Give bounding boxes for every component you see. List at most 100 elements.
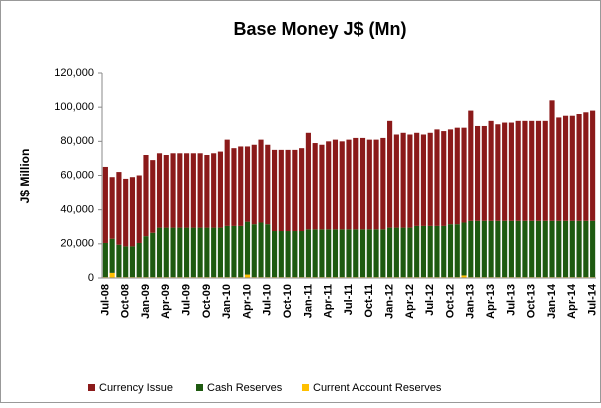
- bar-segment: [123, 246, 129, 278]
- bar-segment: [285, 231, 291, 278]
- bar-segment: [102, 242, 108, 278]
- y-tick-label: 40,000: [60, 204, 94, 216]
- bar-segment: [346, 229, 352, 278]
- x-tick-label: Jan-09: [140, 284, 152, 319]
- bar-segment: [312, 143, 318, 230]
- legend-swatch: [302, 384, 309, 391]
- bar-segment: [535, 220, 542, 278]
- bar-segment: [217, 227, 223, 278]
- bar-segment: [508, 220, 514, 278]
- bar-segment: [434, 129, 440, 226]
- bar-segment: [156, 227, 163, 278]
- bar-segment: [562, 115, 569, 221]
- x-tick-label: Jul-13: [505, 284, 517, 316]
- bar-segment: [231, 148, 237, 226]
- bar-segment: [312, 229, 318, 278]
- bar-segment: [562, 220, 569, 278]
- bar-segment: [319, 144, 325, 230]
- bar-segment: [244, 146, 251, 222]
- bar-segment: [461, 127, 467, 223]
- bar-segment: [190, 227, 196, 278]
- bar-segment: [170, 227, 176, 278]
- bar-segment: [143, 155, 149, 237]
- x-tick-label: Oct-09: [201, 284, 213, 318]
- bar-segment: [163, 227, 169, 278]
- bar-segment: [366, 139, 372, 230]
- x-tick-label: Jul-11: [343, 284, 355, 315]
- bar-segment: [393, 227, 399, 278]
- bar-segment: [387, 227, 393, 278]
- bar-segment: [407, 227, 413, 278]
- x-tick-label: Jan-14: [546, 283, 558, 319]
- x-tick-label: Oct-12: [444, 284, 456, 318]
- bar-segment: [529, 120, 535, 221]
- bar-segment: [414, 132, 420, 226]
- bar-segment: [380, 137, 386, 230]
- bar-segment: [251, 144, 257, 225]
- bar-segment: [529, 220, 535, 278]
- bar-segment: [400, 227, 406, 278]
- bar-segment: [197, 227, 203, 278]
- bar-segment: [427, 225, 433, 278]
- bar-segment: [109, 177, 115, 239]
- bar-segment: [556, 220, 562, 278]
- bar-segment: [502, 122, 508, 221]
- bar-segment: [271, 149, 278, 232]
- x-tick-label: Jan-13: [465, 284, 477, 319]
- bar-segment: [481, 125, 487, 221]
- bar-segment: [488, 120, 494, 221]
- bar-segment: [454, 224, 460, 278]
- bar-segment: [258, 139, 264, 223]
- y-tick-label: 100,000: [54, 101, 94, 113]
- bar-segment: [441, 131, 447, 226]
- bar-segment: [461, 275, 467, 278]
- bar-segment: [542, 120, 548, 221]
- bar-segment: [217, 151, 223, 228]
- bar-segment: [346, 139, 352, 230]
- bar-segment: [326, 141, 332, 230]
- bar-segment: [177, 227, 183, 278]
- bar-segment: [393, 134, 399, 228]
- bar-segment: [265, 224, 271, 278]
- bar-segment: [481, 220, 487, 278]
- x-tick-label: Jul-08: [99, 284, 111, 316]
- bar-segment: [414, 225, 420, 278]
- bar-segment: [305, 229, 311, 278]
- x-tick-label: Oct-08: [120, 284, 132, 318]
- y-tick-label: 120,000: [54, 67, 94, 79]
- bar-segment: [319, 229, 325, 278]
- bar-segment: [163, 155, 169, 228]
- bar-segment: [102, 166, 108, 243]
- x-tick-label: Apr-13: [485, 284, 497, 319]
- chart-title: Base Money J$ (Mn): [233, 19, 406, 39]
- bar-segment: [583, 112, 589, 221]
- bar-segment: [590, 110, 596, 221]
- x-tick-label: Oct-11: [363, 284, 375, 318]
- bar-segment: [515, 220, 521, 278]
- bar-segment: [143, 236, 149, 278]
- bar-segment: [441, 225, 447, 278]
- x-tick-label: Jul-14: [587, 283, 599, 316]
- bar-segment: [123, 178, 129, 247]
- bar-segment: [258, 222, 264, 278]
- bar-segment: [211, 153, 217, 228]
- bar-segment: [407, 134, 413, 228]
- bar-segment: [535, 120, 542, 221]
- bar-segment: [278, 231, 284, 278]
- x-tick-label: Jul-12: [424, 284, 436, 316]
- bar-segment: [190, 153, 196, 228]
- bar-segment: [366, 229, 372, 278]
- bar-segment: [211, 227, 217, 278]
- bar-segment: [454, 127, 460, 225]
- bar-segment: [231, 225, 237, 278]
- bar-segment: [488, 220, 494, 278]
- legend-label: Cash Reserves: [207, 382, 283, 394]
- bar-segment: [136, 175, 142, 243]
- y-axis-label: J$ Million: [18, 149, 32, 204]
- bar-segment: [400, 132, 406, 228]
- bar-segment: [116, 172, 122, 245]
- bar-segment: [332, 139, 339, 230]
- bar-segment: [150, 232, 156, 278]
- bar-segment: [177, 153, 183, 228]
- bar-segment: [542, 220, 548, 278]
